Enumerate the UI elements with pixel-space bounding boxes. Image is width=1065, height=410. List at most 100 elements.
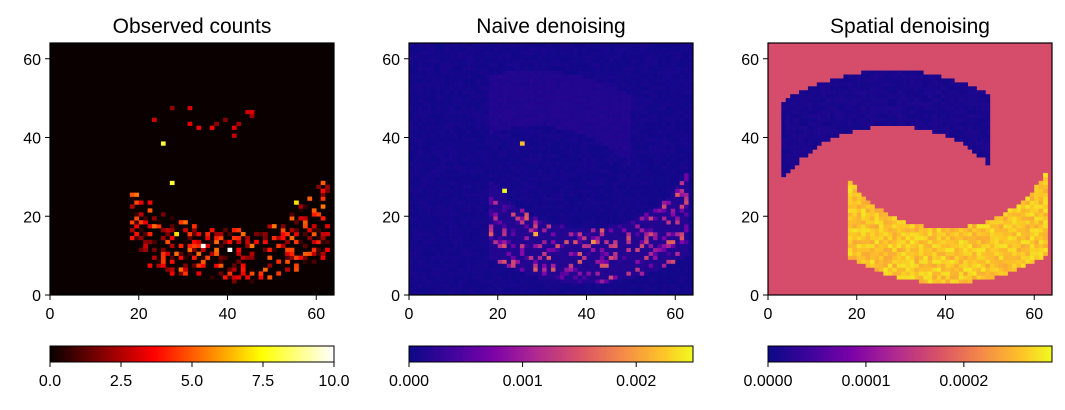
heatmap-cell bbox=[453, 78, 459, 83]
heatmap-cell bbox=[608, 224, 614, 229]
heatmap-cell bbox=[200, 247, 206, 252]
heatmap-cell bbox=[440, 172, 445, 178]
heatmap-cell bbox=[147, 263, 153, 268]
heatmap-cell bbox=[502, 82, 507, 87]
heatmap-cell bbox=[462, 125, 467, 130]
heatmap-cell bbox=[684, 66, 689, 71]
heatmap-cell bbox=[595, 94, 601, 99]
heatmap-cell bbox=[551, 243, 556, 249]
heatmap-cell bbox=[559, 121, 565, 126]
heatmap-cell bbox=[528, 259, 534, 264]
heatmap-cell bbox=[422, 141, 428, 146]
heatmap-cell bbox=[684, 74, 689, 79]
heatmap-cell bbox=[622, 62, 627, 67]
heatmap-cell bbox=[440, 232, 445, 237]
heatmap-cell bbox=[440, 102, 445, 107]
heatmap-cell bbox=[639, 287, 645, 292]
colorbar-segment bbox=[240, 346, 244, 362]
heatmap-cell bbox=[471, 184, 476, 189]
heatmap-cell bbox=[484, 232, 490, 237]
heatmap-cell bbox=[511, 165, 516, 170]
heatmap-cell bbox=[475, 255, 481, 260]
colorbar-segment bbox=[260, 346, 264, 362]
heatmap-cell bbox=[555, 251, 561, 256]
heatmap-cell bbox=[604, 200, 609, 205]
heatmap-cell bbox=[657, 66, 663, 71]
heatmap-cell bbox=[635, 117, 641, 123]
heatmap-cell bbox=[515, 243, 521, 249]
heatmap-cell bbox=[493, 117, 499, 123]
heatmap-cell bbox=[666, 275, 672, 280]
heatmap-cell bbox=[426, 251, 432, 256]
heatmap-cell bbox=[475, 50, 481, 56]
heatmap-cell bbox=[573, 86, 578, 91]
colorbar-segment bbox=[463, 346, 467, 362]
heatmap-cell bbox=[675, 212, 680, 217]
colorbar-segment bbox=[50, 346, 53, 362]
heatmap-cell bbox=[604, 46, 609, 52]
heatmap-cell bbox=[462, 117, 467, 123]
heatmap-cell bbox=[599, 149, 605, 154]
heatmap-cell bbox=[453, 157, 459, 162]
colorbar-segment bbox=[569, 346, 572, 362]
heatmap-cell bbox=[666, 117, 672, 123]
heatmap-cell bbox=[444, 161, 450, 166]
heatmap-cell bbox=[684, 200, 689, 205]
heatmap-cell bbox=[431, 137, 436, 142]
heatmap-cell bbox=[626, 102, 632, 107]
heatmap-cell bbox=[506, 86, 512, 91]
heatmap-cell bbox=[448, 275, 454, 280]
heatmap-cell bbox=[559, 125, 565, 130]
heatmap-cell bbox=[506, 117, 512, 123]
heatmap-cell bbox=[440, 224, 445, 229]
heatmap-cell bbox=[564, 106, 570, 111]
heatmap-cell bbox=[533, 279, 538, 284]
heatmap-cell bbox=[630, 54, 636, 60]
heatmap-cell bbox=[568, 74, 574, 79]
heatmap-cell bbox=[471, 180, 476, 186]
heatmap-cell bbox=[409, 224, 414, 229]
heatmap-cell bbox=[480, 117, 485, 123]
heatmap-cell bbox=[453, 255, 459, 260]
heatmap-cell bbox=[568, 66, 574, 71]
heatmap-cell bbox=[577, 149, 583, 154]
heatmap-cell bbox=[551, 50, 556, 56]
heatmap-cell bbox=[528, 192, 534, 197]
heatmap-cell bbox=[426, 176, 432, 182]
heatmap-cell bbox=[497, 165, 503, 170]
heatmap-cell bbox=[785, 129, 791, 134]
heatmap-cell bbox=[519, 243, 525, 249]
heatmap-cell bbox=[635, 291, 641, 296]
heatmap-cell bbox=[577, 109, 583, 115]
heatmap-cell bbox=[644, 74, 649, 79]
heatmap-cell bbox=[484, 117, 490, 123]
heatmap-cell bbox=[604, 169, 609, 174]
heatmap-cell bbox=[639, 54, 645, 60]
heatmap-cell bbox=[670, 102, 676, 107]
heatmap-cell bbox=[497, 121, 503, 126]
heatmap-cell bbox=[648, 259, 654, 264]
colorbar-segment bbox=[187, 346, 191, 362]
heatmap-cell bbox=[466, 232, 472, 237]
heatmap-cell bbox=[635, 86, 641, 91]
heatmap-cell bbox=[604, 125, 609, 130]
heatmap-cell bbox=[559, 255, 565, 260]
heatmap-cell bbox=[453, 82, 459, 87]
heatmap-cell bbox=[533, 224, 538, 229]
colorbar-segment bbox=[208, 346, 211, 362]
heatmap-cell bbox=[657, 165, 663, 170]
heatmap-cell bbox=[417, 188, 423, 193]
heatmap-cell bbox=[595, 188, 601, 193]
heatmap-cell bbox=[661, 121, 667, 126]
heatmap-cell bbox=[484, 247, 490, 252]
heatmap-cell bbox=[573, 157, 578, 162]
heatmap-cell bbox=[661, 287, 667, 292]
heatmap-cell bbox=[205, 232, 211, 237]
heatmap-cell bbox=[630, 43, 636, 48]
heatmap-cell bbox=[675, 149, 680, 154]
heatmap-cell bbox=[595, 212, 601, 217]
heatmap-cell bbox=[426, 43, 432, 48]
heatmap-cell bbox=[466, 176, 472, 182]
heatmap-cell bbox=[422, 90, 428, 95]
heatmap-cell bbox=[426, 113, 432, 119]
